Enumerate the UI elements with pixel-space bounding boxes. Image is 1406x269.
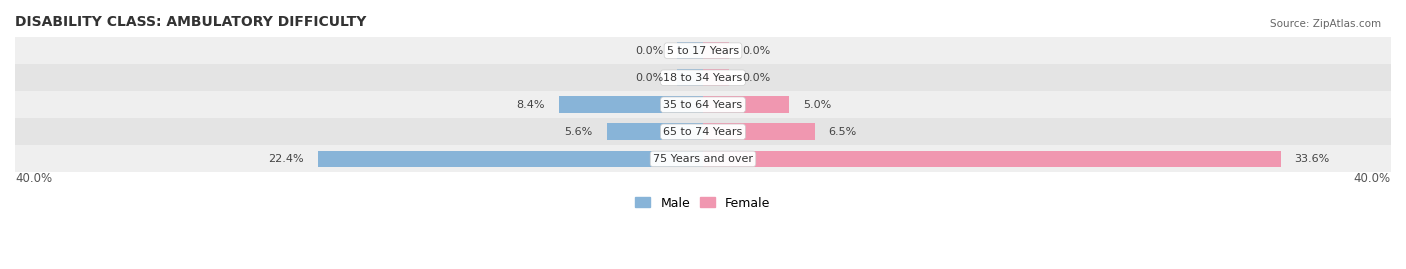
Text: 75 Years and over: 75 Years and over	[652, 154, 754, 164]
Text: 35 to 64 Years: 35 to 64 Years	[664, 100, 742, 110]
Text: 6.5%: 6.5%	[828, 127, 856, 137]
Bar	[15, 37, 1391, 64]
Bar	[678, 69, 703, 86]
Text: 40.0%: 40.0%	[15, 172, 52, 185]
Bar	[703, 151, 1281, 167]
Text: 33.6%: 33.6%	[1295, 154, 1330, 164]
Text: 8.4%: 8.4%	[516, 100, 544, 110]
Text: 0.0%: 0.0%	[636, 73, 664, 83]
Bar	[703, 42, 728, 59]
Text: 18 to 34 Years: 18 to 34 Years	[664, 73, 742, 83]
Text: 0.0%: 0.0%	[742, 73, 770, 83]
Legend: Male, Female: Male, Female	[636, 197, 770, 210]
Text: 65 to 74 Years: 65 to 74 Years	[664, 127, 742, 137]
Text: 5.0%: 5.0%	[803, 100, 831, 110]
Bar	[703, 69, 728, 86]
Text: DISABILITY CLASS: AMBULATORY DIFFICULTY: DISABILITY CLASS: AMBULATORY DIFFICULTY	[15, 15, 367, 29]
Bar	[318, 151, 703, 167]
Bar	[15, 64, 1391, 91]
Bar	[15, 91, 1391, 118]
Text: Source: ZipAtlas.com: Source: ZipAtlas.com	[1270, 19, 1381, 29]
Text: 0.0%: 0.0%	[636, 46, 664, 56]
Bar	[703, 96, 789, 113]
Text: 40.0%: 40.0%	[1354, 172, 1391, 185]
Text: 0.0%: 0.0%	[742, 46, 770, 56]
Bar	[558, 96, 703, 113]
Bar	[703, 123, 815, 140]
Text: 22.4%: 22.4%	[269, 154, 304, 164]
Text: 5.6%: 5.6%	[565, 127, 593, 137]
Bar	[15, 145, 1391, 172]
Text: 5 to 17 Years: 5 to 17 Years	[666, 46, 740, 56]
Bar	[678, 42, 703, 59]
Bar	[15, 118, 1391, 145]
Bar	[606, 123, 703, 140]
